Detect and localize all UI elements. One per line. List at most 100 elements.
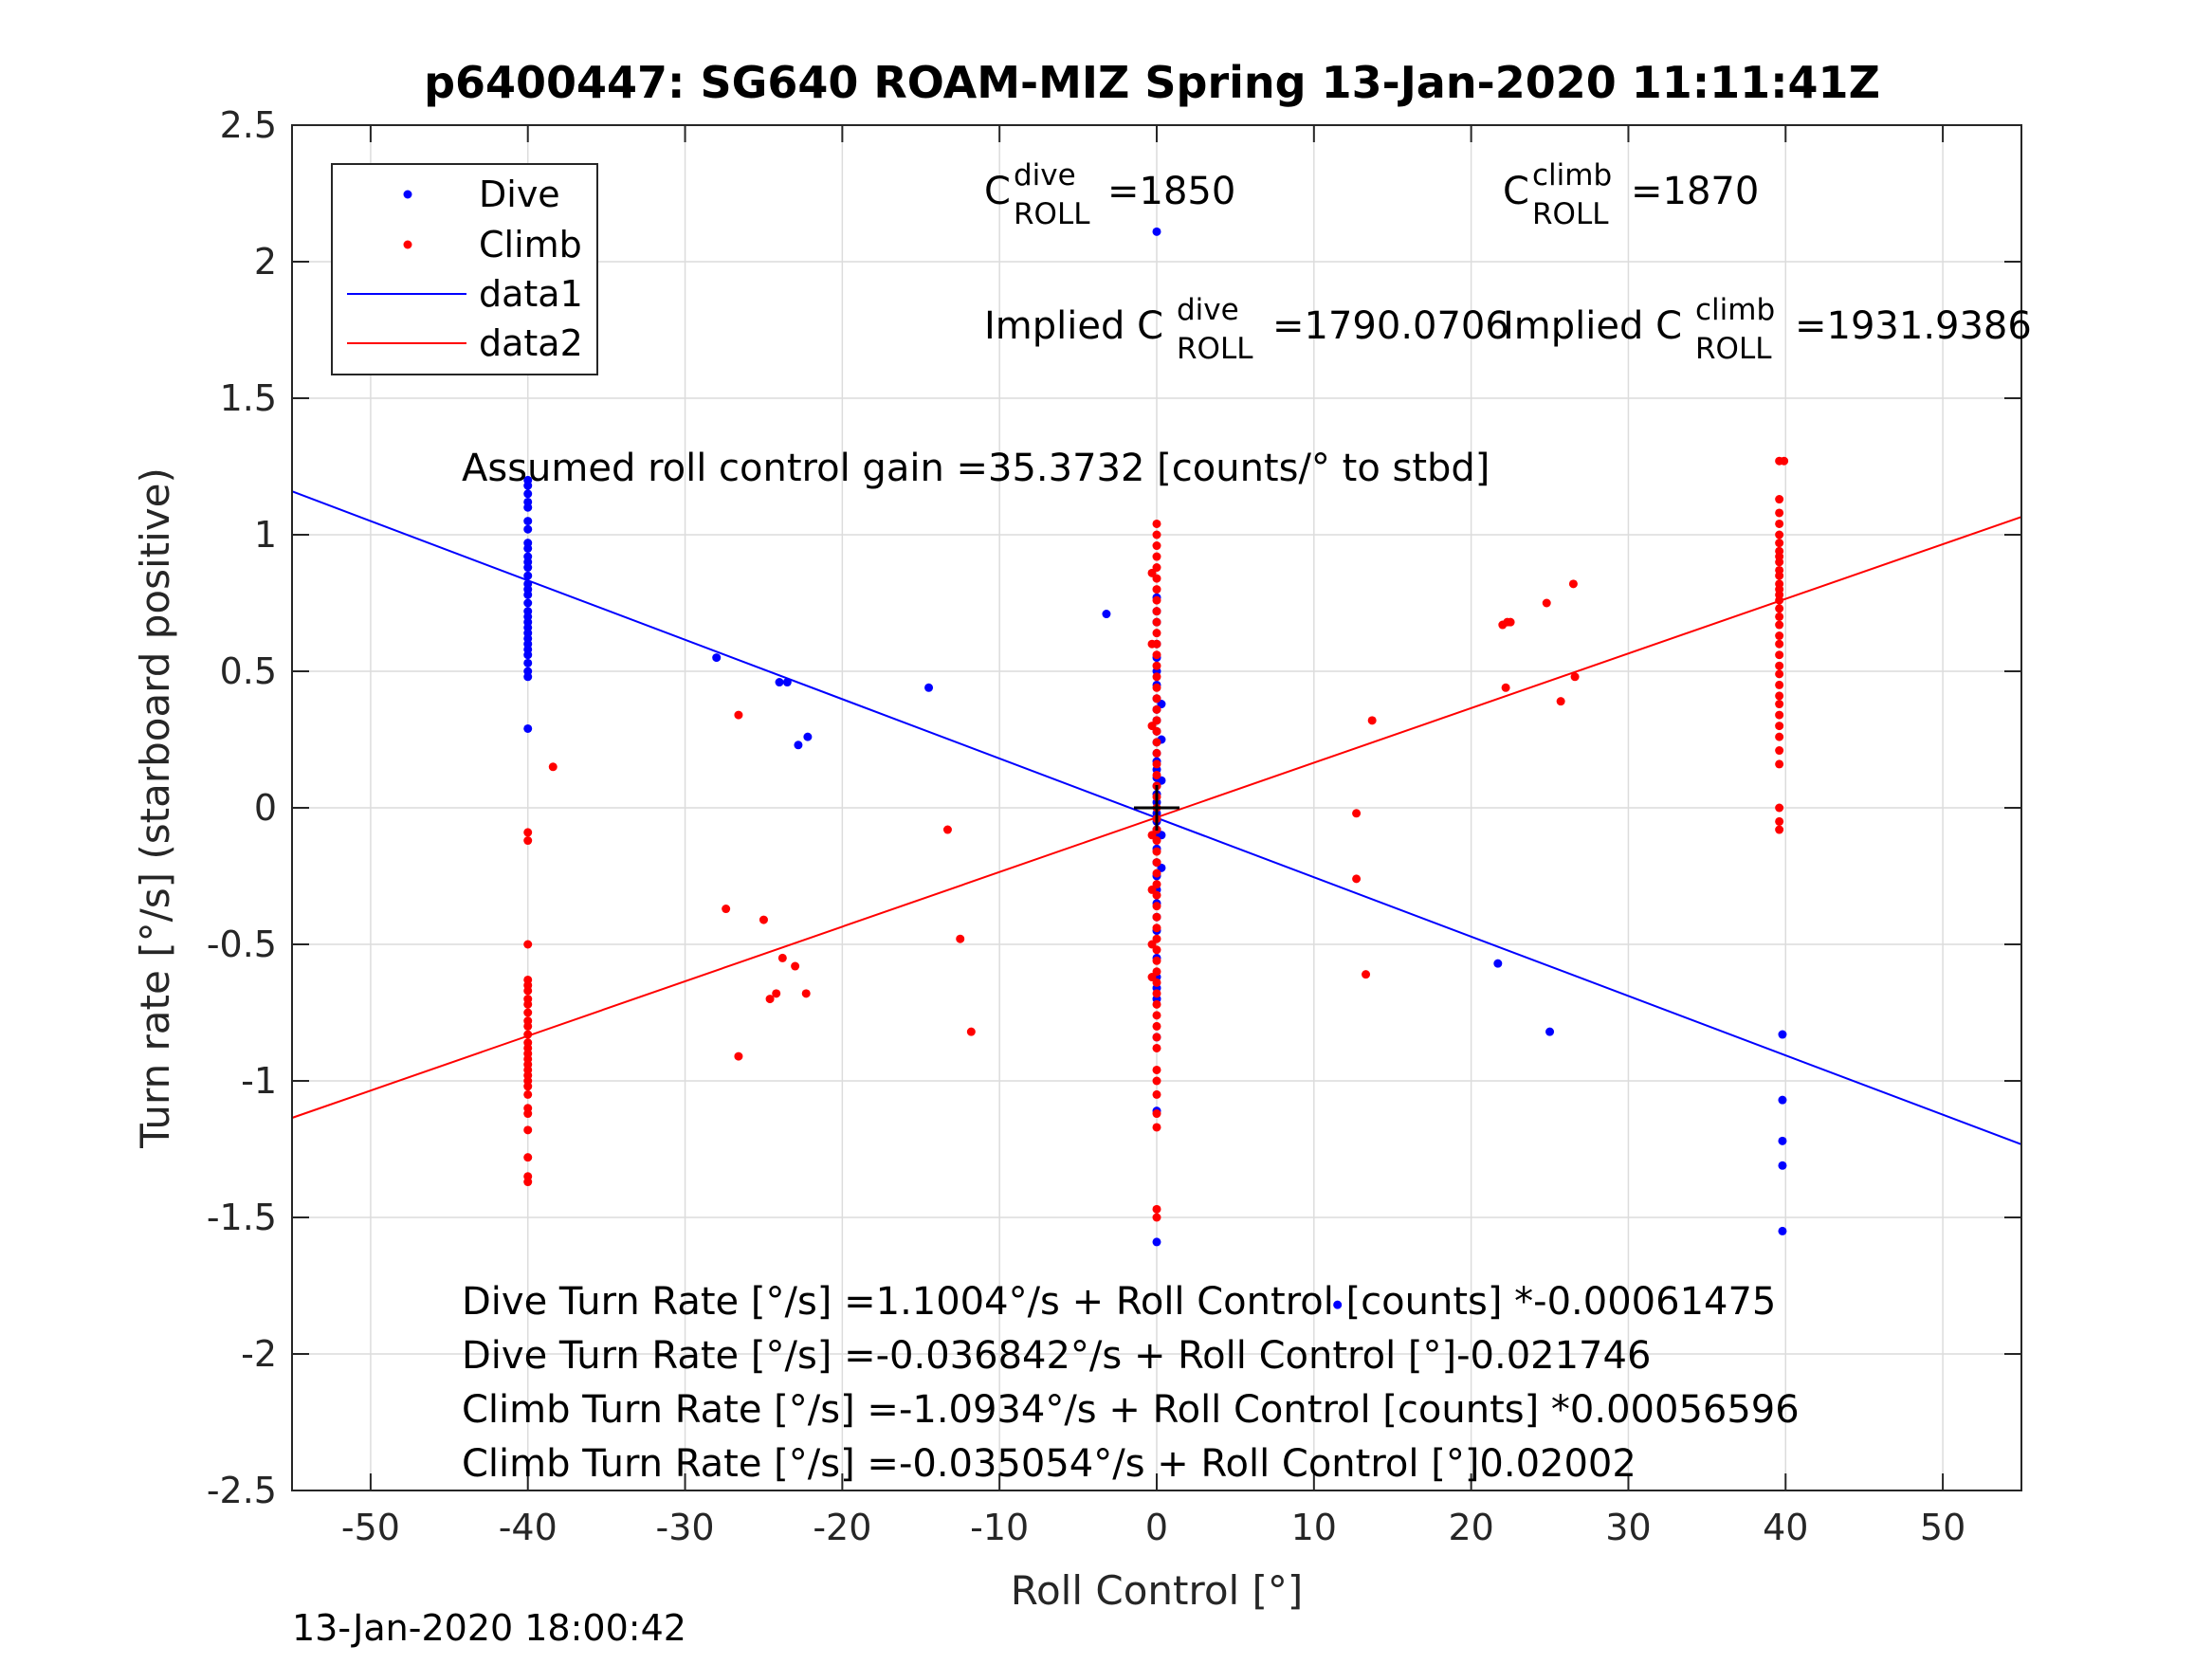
climb-point [523,1008,533,1017]
implied-dive-value: =1790.0706 [1272,304,1509,348]
c-dive-sup: dive [1014,158,1076,192]
climb-point [523,836,533,846]
dive-point [1102,610,1111,619]
implied-climb-annotation: Implied C climb ROLL =1931.9386 [1503,293,2032,366]
y-tick-label: -1 [241,1060,277,1102]
climb-point [1152,1123,1161,1132]
y-tick-label: 2.5 [220,104,277,146]
dive-point [794,741,803,750]
x-tick-labels: -50 -40 -30 -20 -10 0 10 20 30 40 50 [341,1507,1965,1548]
climb-point [1775,722,1784,731]
c-climb-value: =1870 [1631,170,1759,213]
climb-point [1152,661,1161,670]
dive-point [523,658,533,667]
climb-point [1775,732,1784,741]
x-tick-label: 10 [1291,1507,1337,1548]
implied-climb-sub: ROLL [1695,332,1772,366]
footer-timestamp: 13-Jan-2020 18:00:42 [292,1607,686,1649]
climb-point [523,999,533,1009]
climb-point [734,710,743,720]
climb-point [1542,598,1551,608]
dive-point [523,571,533,580]
dive-counts-equation: Dive Turn Rate [°/s] =1.1004°/s + Roll C… [462,1280,1776,1324]
climb-point [1775,519,1784,528]
climb-point [1775,700,1784,709]
climb-point [1775,746,1784,756]
climb-point [942,825,952,834]
c-dive-sub: ROLL [1014,197,1090,231]
dive-point [523,723,533,733]
climb-point [1152,989,1161,998]
climb-point [1501,683,1510,692]
climb-point [1152,519,1161,528]
climb-point [1775,680,1784,689]
x-tick-label: 50 [1920,1507,1965,1548]
implied-climb-value: =1931.9386 [1795,304,2032,348]
axis-ticks [292,124,2021,1491]
dive-point [523,563,533,573]
climb-point [1775,661,1784,670]
dive-point [1493,959,1503,968]
climb-point [1147,639,1157,649]
climb-point [1152,1011,1161,1020]
data-points [523,227,1789,1309]
dive-point [924,683,934,692]
c-dive-base: C [984,170,1011,213]
implied-climb-sup: climb [1695,293,1775,327]
x-axis-label: Roll Control [°] [1011,1567,1304,1614]
climb-point [1775,495,1784,504]
y-tick-label: 1.5 [220,377,277,419]
dive-point [1778,1030,1787,1039]
climb-point [1352,874,1362,884]
dive-point [1778,1161,1787,1170]
legend-data2-label: data2 [479,322,583,364]
climb-point [1147,722,1157,731]
climb-point [1152,1021,1161,1031]
climb-point [1152,1089,1161,1099]
climb-point [1152,847,1161,856]
climb-point [1152,1213,1161,1222]
dive-point [523,524,533,534]
climb-point [523,940,533,949]
dive-point [523,517,533,526]
climb-point [1152,770,1161,779]
dive-point [712,653,722,663]
y-axis-label: Turn rate [°/s] (starboard positive) [132,467,178,1149]
legend-box [331,163,598,375]
y-tick-label: -2.5 [207,1470,277,1511]
climb-point [801,989,811,998]
climb-point [1352,809,1362,818]
climb-point [765,995,775,1004]
chart-title: p6400447: SG640 ROAM-MIZ Spring 13-Jan-2… [424,57,1880,108]
climb-point [1152,1033,1161,1042]
climb-point [1775,558,1784,567]
x-tick-label: 0 [1145,1507,1168,1548]
climb-point [523,1021,533,1031]
climb-point [1152,595,1161,605]
dive-point [523,543,533,553]
climb-point [1152,748,1161,758]
x-tick-label: 30 [1605,1507,1651,1548]
climb-degrees-equation: Climb Turn Rate [°/s] =-0.035054°/s + Ro… [462,1442,1636,1486]
dive-point [803,732,813,741]
implied-dive-sup: dive [1177,293,1239,327]
climb-point [1147,568,1157,577]
climb-point [523,1082,533,1091]
x-tick-label: -10 [970,1507,1029,1548]
climb-point [1147,940,1157,949]
c-climb-base: C [1503,170,1529,213]
climb-counts-equation: Climb Turn Rate [°/s] =-1.0934°/s + Roll… [462,1388,1800,1432]
climb-point [1775,825,1784,834]
climb-point [1147,831,1157,840]
climb-point [1775,691,1784,701]
climb-point [1775,604,1784,613]
climb-point [1152,923,1161,933]
y-tick-label: 0 [254,787,277,829]
dive-point [1778,1226,1787,1235]
dive-point [523,503,533,512]
climb-point [791,961,800,971]
dive-point [523,672,533,682]
climb-point [772,989,781,998]
